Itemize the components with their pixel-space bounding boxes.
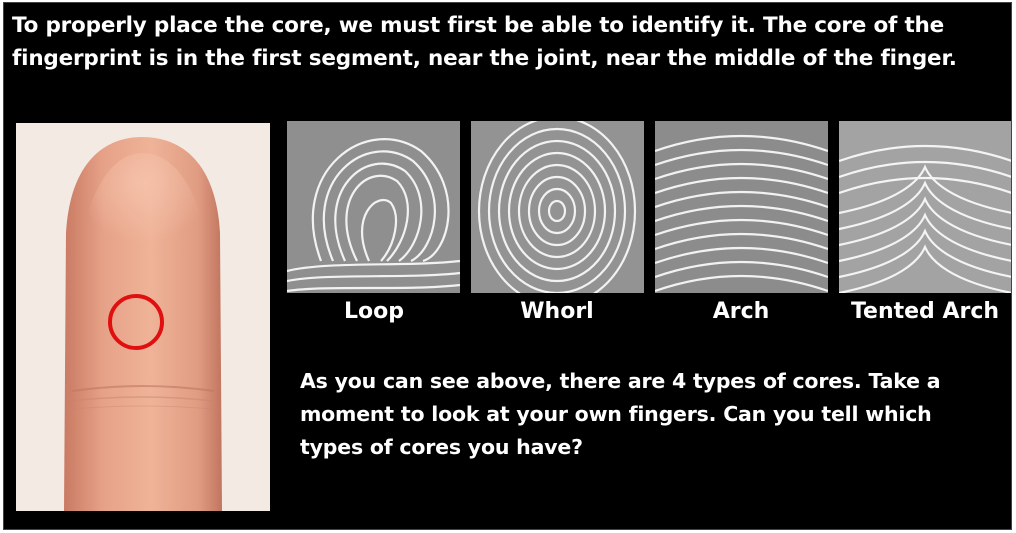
label-whorl: Whorl (520, 299, 594, 324)
arch-fingerprint-image (655, 121, 828, 293)
question-text: As you can see above, there are 4 types … (300, 369, 941, 459)
label-tented-arch: Tented Arch (850, 299, 1000, 324)
slide: To properly place the core, we must firs… (3, 2, 1012, 530)
finger-photo (16, 123, 270, 511)
loop-fingerprint-image (287, 121, 460, 293)
label-arch: Arch (712, 299, 770, 324)
tented-arch-fingerprint-image (839, 121, 1011, 293)
whorl-fingerprint-image (471, 121, 644, 293)
core-marker (108, 294, 164, 350)
intro-text: To properly place the core, we must firs… (12, 13, 957, 71)
joint-crease (71, 385, 215, 392)
label-loop: Loop (344, 299, 404, 324)
